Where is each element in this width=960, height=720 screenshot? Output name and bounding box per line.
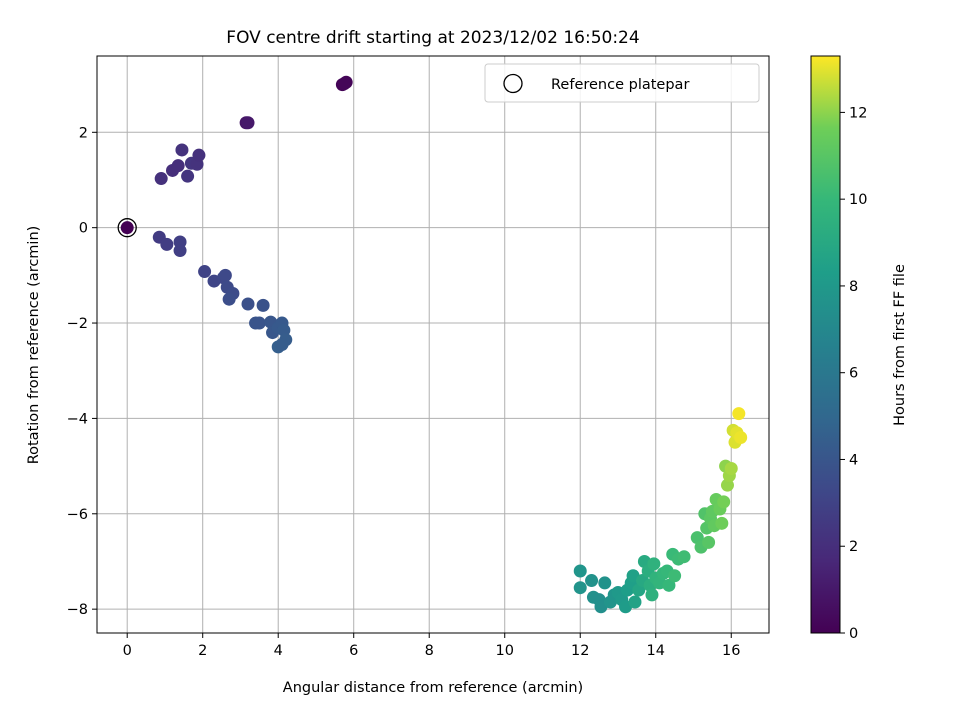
- data-point: [734, 430, 748, 444]
- data-point: [192, 148, 206, 162]
- y-tick-label: 2: [79, 125, 88, 141]
- data-point: [337, 77, 351, 91]
- x-tick-label: 4: [274, 643, 283, 659]
- grid-lines: [97, 56, 769, 633]
- x-tick-label: 8: [425, 643, 434, 659]
- y-tick-label: −6: [67, 507, 88, 523]
- data-point: [724, 461, 738, 475]
- data-point: [702, 535, 716, 549]
- chart-title: FOV centre drift starting at 2023/12/02 …: [226, 28, 639, 48]
- data-point: [171, 159, 185, 173]
- y-tick-label: −4: [67, 411, 88, 427]
- data-point: [256, 298, 270, 312]
- data-point: [585, 574, 599, 588]
- colorbar-ticks: 0 2 4 6 8 10 12: [840, 105, 867, 642]
- data-point: [160, 237, 174, 251]
- legend-reference-marker: [503, 73, 523, 94]
- data-point: [647, 557, 661, 571]
- colorbar-tick-label: 4: [849, 452, 858, 468]
- data-point: [717, 495, 731, 509]
- data-point: [645, 588, 659, 602]
- colorbar-tick-label: 2: [849, 539, 858, 555]
- data-point: [573, 581, 587, 595]
- colorbar-tick-label: 10: [849, 192, 867, 208]
- data-point: [628, 595, 642, 609]
- plot-frame: [96, 55, 770, 634]
- data-point: [252, 316, 266, 330]
- reference-marker: [117, 218, 137, 238]
- y-tick-label: 0: [79, 221, 88, 237]
- data-point: [573, 564, 587, 578]
- y-tick-label: −8: [67, 602, 88, 618]
- data-point: [175, 143, 189, 157]
- data-point: [732, 407, 746, 421]
- x-tick-label: 14: [647, 643, 665, 659]
- data-point: [222, 292, 236, 306]
- colorbar-tick-label: 8: [849, 279, 858, 295]
- data-point: [154, 172, 168, 186]
- data-point: [668, 569, 682, 583]
- y-tick-label: −2: [67, 316, 88, 332]
- x-tick-label: 12: [571, 643, 589, 659]
- colorbar-tick-label: 0: [849, 626, 858, 642]
- data-point: [598, 576, 612, 590]
- x-axis-ticks: 0 2 4 6 8 10 12 14 16: [123, 633, 740, 659]
- data-point: [198, 265, 212, 279]
- data-point: [173, 244, 187, 258]
- legend: Reference platepar: [484, 63, 760, 103]
- colorbar-tick-label: 12: [849, 105, 867, 121]
- y-axis-label: Rotation from reference (arcmin): [26, 226, 42, 465]
- data-points: [117, 75, 748, 614]
- x-tick-label: 10: [496, 643, 514, 659]
- data-point: [181, 169, 195, 183]
- x-tick-label: 16: [722, 643, 740, 659]
- data-point: [218, 268, 232, 282]
- y-axis-ticks: 2 0 −2 −4 −6 −8: [67, 125, 97, 618]
- data-point: [715, 516, 729, 530]
- colorbar: [810, 55, 841, 634]
- x-axis-label: Angular distance from reference (arcmin): [283, 680, 583, 696]
- x-tick-label: 0: [123, 643, 132, 659]
- legend-entry-reference: Reference platepar: [551, 77, 689, 93]
- data-point: [241, 116, 255, 130]
- colorbar-tick-label: 6: [849, 366, 858, 382]
- data-point: [275, 338, 289, 351]
- data-point: [662, 578, 676, 592]
- x-tick-label: 2: [198, 643, 207, 659]
- data-point: [241, 297, 255, 311]
- data-point: [120, 221, 134, 235]
- x-tick-label: 6: [349, 643, 358, 659]
- data-point: [677, 550, 691, 564]
- colorbar-label: Hours from first FF file: [892, 264, 908, 426]
- legend-box: [484, 63, 760, 103]
